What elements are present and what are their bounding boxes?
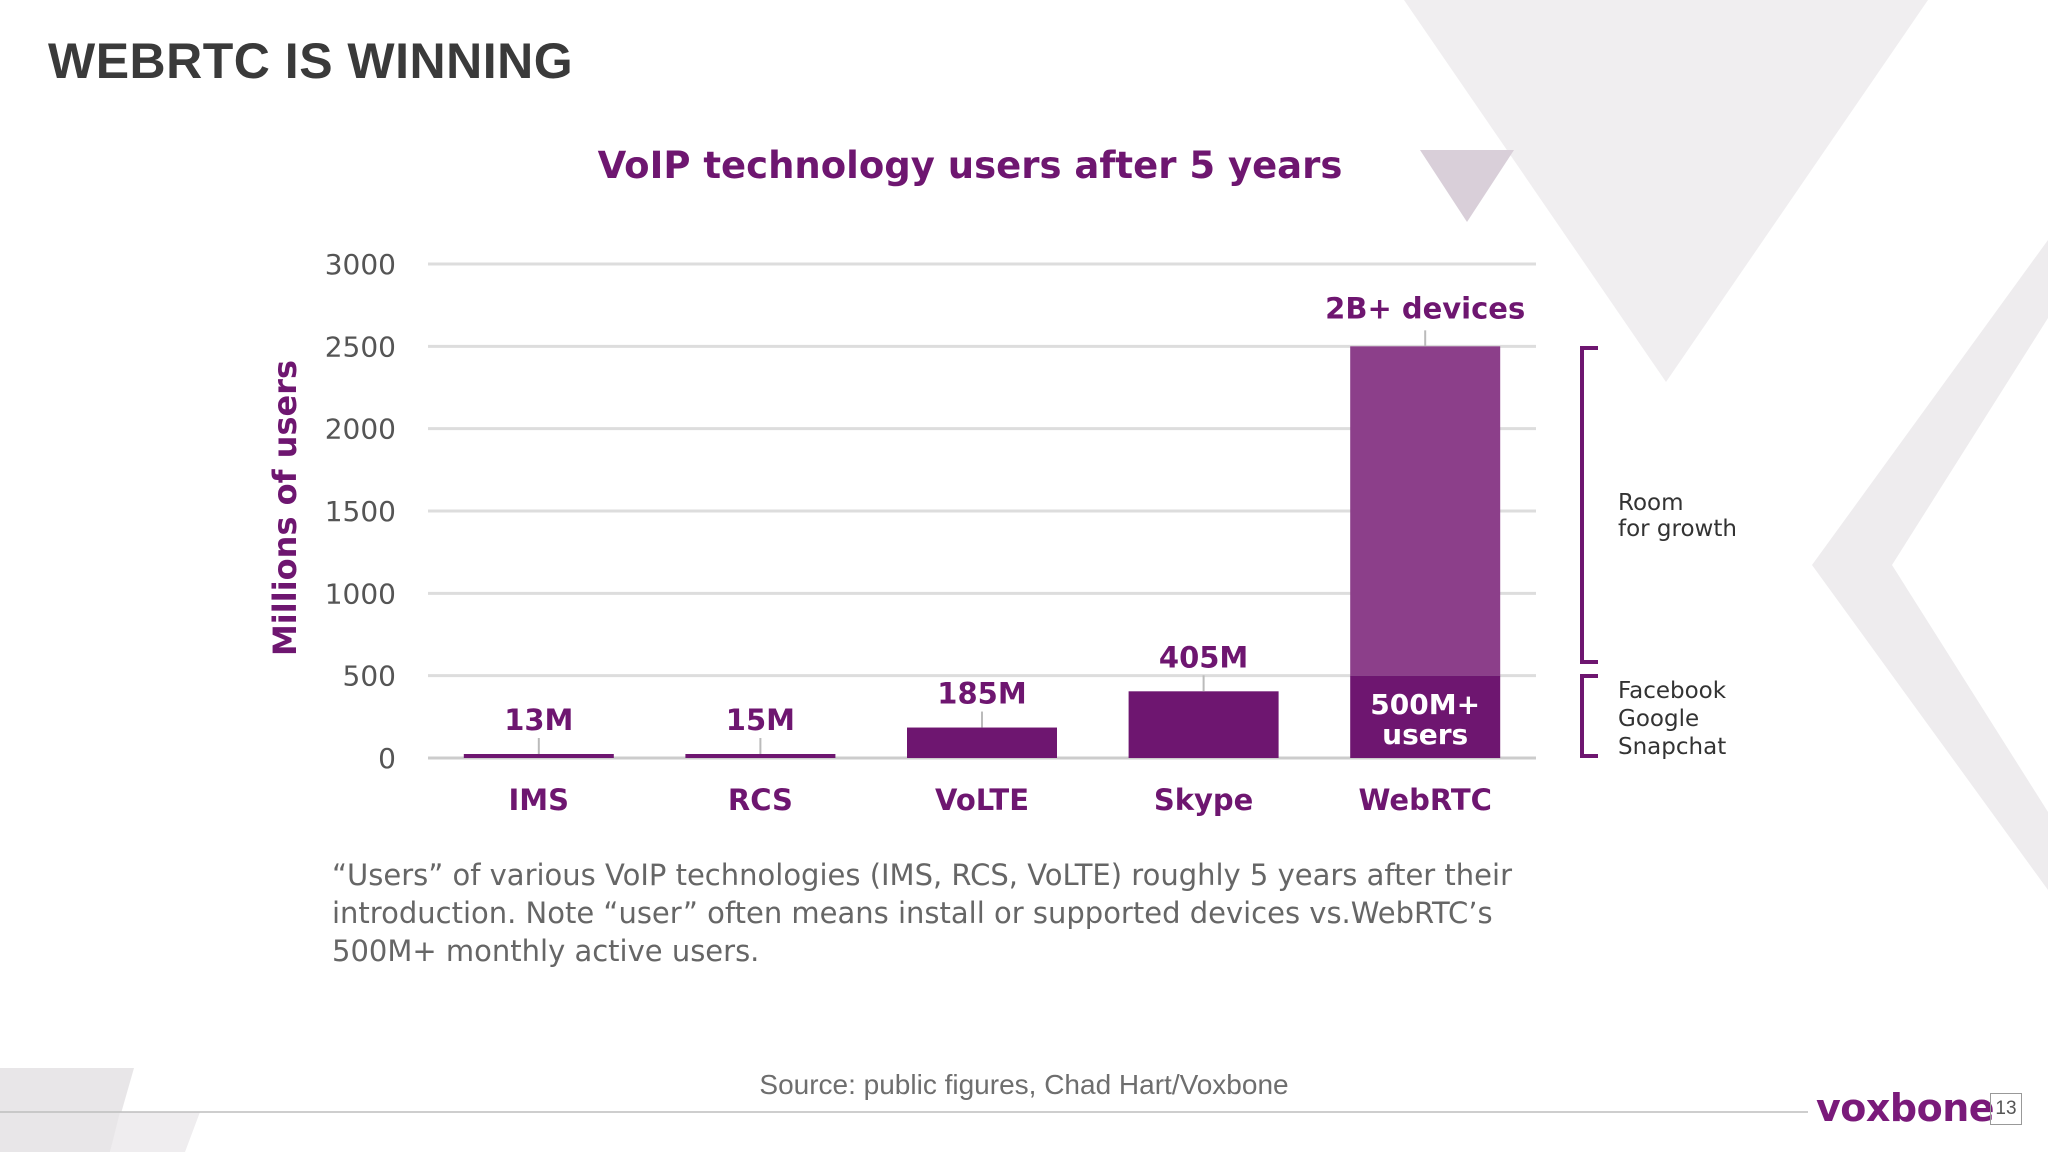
deco-chevron-right [1812,240,2048,890]
company-facebook: Facebook [1618,678,1727,704]
deco-triangle-top-right [1404,0,1928,382]
bar-webrtc-growth [1350,346,1501,676]
y-tick-label: 2000 [325,413,396,446]
caption-line-1: “Users” of various VoIP technologies (IM… [332,858,1513,892]
y-tick-labels: 0 500 1000 1500 2000 2500 3000 [325,248,396,775]
slide-title: WEBRTC IS WINNING [48,33,574,89]
data-label-volte: 185M [937,677,1026,711]
source-note: Source: public figures, Chad Hart/Voxbon… [759,1069,1289,1100]
voxbone-logo: voxbone [1816,1086,1995,1130]
bars [463,346,1501,758]
y-tick-label: 500 [343,660,396,693]
data-labels: 13M 15M 185M 405M 2B+ devices 500M+users [504,291,1525,754]
inside-label-webrtc-2: users [1382,718,1468,751]
y-tick-label: 1500 [325,495,396,528]
x-tick-labels: IMS RCS VoLTE Skype WebRTC [509,783,1492,817]
company-google: Google [1618,706,1699,732]
chart-title: VoIP technology users after 5 years [598,144,1343,187]
bar-volte [907,727,1057,758]
caption-line-3: 500M+ monthly active users. [332,934,760,968]
bar-rcs [685,754,836,758]
x-tick-label-rcs: RCS [728,783,793,817]
companies-bracket [1580,674,1598,758]
deco-small-triangle [1420,150,1514,222]
data-label-skype: 405M [1159,640,1248,674]
y-tick-label: 1000 [325,577,396,610]
growth-bracket [1580,346,1598,664]
y-axis-label: Millions of users [266,360,304,656]
inside-label-webrtc-1: 500M+ [1370,688,1480,721]
growth-annotation-line-2: for growth [1618,516,1737,542]
data-label-webrtc-devices: 2B+ devices [1325,291,1525,325]
page-number: 13 [1990,1093,2022,1125]
x-tick-label-webrtc: WebRTC [1358,783,1491,817]
deco-bottom-left-band [0,1068,134,1152]
x-tick-label-skype: Skype [1154,783,1254,817]
y-tick-label: 3000 [325,248,396,281]
bar-webrtc [1350,675,1501,758]
x-tick-label-volte: VoLTE [935,783,1029,817]
data-label-ims: 13M [504,703,573,737]
data-label-rcs: 15M [726,703,795,737]
deco-bottom-left-band-2 [110,1112,200,1152]
y-tick-label: 2500 [325,330,396,363]
growth-annotation-line-1: Room [1618,490,1684,516]
chart-caption: “Users” of various VoIP technologies (IM… [332,856,1582,970]
company-snapchat: Snapchat [1618,734,1726,760]
bar-skype [1128,691,1279,758]
bar-ims [463,754,614,758]
y-tick-label: 0 [378,742,396,775]
caption-line-2: introduction. Note “user” often means in… [332,896,1493,930]
x-tick-label-ims: IMS [509,783,570,817]
